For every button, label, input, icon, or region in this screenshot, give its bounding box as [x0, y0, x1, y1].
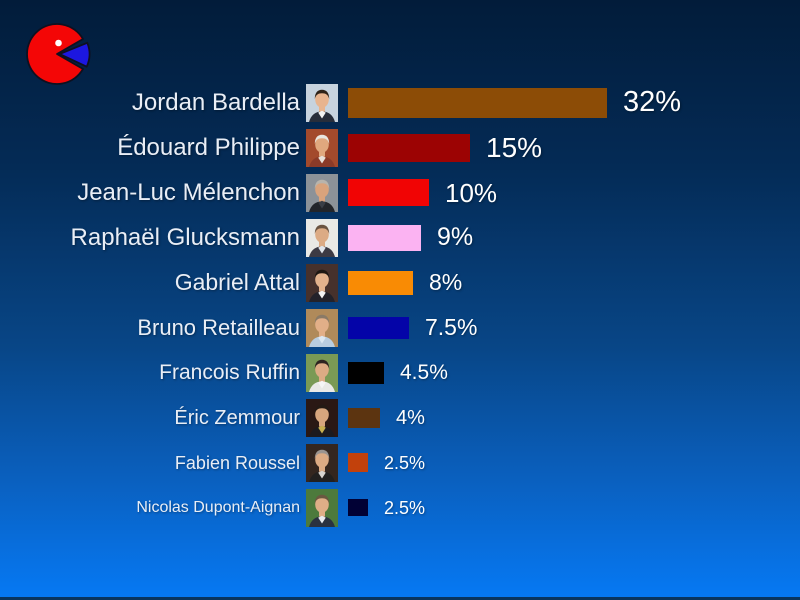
result-bar: [348, 499, 368, 516]
result-value: 2.5%: [384, 497, 426, 518]
pie-red-sector: [26, 23, 84, 85]
result-bar: [348, 133, 470, 162]
poll-row: Fabien Roussel 2.5%: [0, 440, 800, 485]
result-value: 15%: [486, 131, 543, 163]
result-value: 8%: [429, 269, 463, 295]
candidate-name: Bruno Retailleau: [137, 314, 300, 340]
pie-eye-dot: [55, 39, 62, 47]
poll-row: Bruno Retailleau 7.5%: [0, 305, 800, 350]
candidate-photo: [306, 128, 338, 167]
candidate-photo: [306, 308, 338, 347]
pacman-pie-icon: [26, 23, 91, 85]
candidate-name: Édouard Philippe: [117, 133, 300, 161]
slide-bottom-edge: [0, 597, 800, 600]
result-bar: [348, 316, 409, 339]
candidate-photo: [306, 218, 338, 257]
poll-row: Édouard Philippe 15%: [0, 125, 800, 170]
poll-row: Jordan Bardella 32%: [0, 80, 800, 125]
candidate-photo: [306, 263, 338, 302]
poll-row: Gabriel Attal 8%: [0, 260, 800, 305]
result-bar: [348, 87, 607, 118]
poll-row: Francois Ruffin 4.5%: [0, 350, 800, 395]
candidate-photo: [306, 353, 338, 392]
candidate-name: Francois Ruffin: [159, 361, 300, 384]
result-value: 32%: [623, 86, 682, 118]
poll-row: Raphaël Glucksmann 9%: [0, 215, 800, 260]
result-value: 4%: [396, 406, 425, 429]
candidate-photo: [306, 83, 338, 122]
result-bar: [348, 270, 413, 295]
pie-blue-wedge: [58, 41, 91, 68]
result-value: 2.5%: [384, 452, 426, 473]
poll-row: Nicolas Dupont-Aignan 2.5%: [0, 485, 800, 530]
result-value: 4.5%: [400, 361, 448, 384]
result-bar: [348, 179, 429, 206]
candidate-name: Jean-Luc Mélenchon: [77, 178, 300, 206]
poll-row: Éric Zemmour 4%: [0, 395, 800, 440]
result-value: 10%: [445, 177, 498, 208]
candidate-name: Nicolas Dupont-Aignan: [136, 498, 300, 516]
candidate-photo: [306, 398, 338, 437]
candidate-photo: [306, 173, 338, 212]
candidate-name: Gabriel Attal: [174, 269, 300, 295]
poll-bar-chart: Jordan Bardella 32% Édouard Philippe 15%…: [0, 80, 800, 530]
candidate-name: Fabien Roussel: [174, 452, 300, 473]
candidate-name: Raphaël Glucksmann: [70, 223, 300, 251]
poll-row: Jean-Luc Mélenchon 10%: [0, 170, 800, 215]
result-bar: [348, 453, 368, 472]
result-bar: [348, 361, 384, 384]
candidate-name: Jordan Bardella: [131, 88, 300, 116]
result-bar: [348, 224, 421, 251]
result-value: 7.5%: [425, 314, 478, 340]
result-value: 9%: [437, 223, 474, 251]
result-bar: [348, 407, 380, 428]
candidate-photo: [306, 488, 338, 527]
candidate-name: Éric Zemmour: [174, 406, 300, 429]
candidate-photo: [306, 443, 338, 482]
